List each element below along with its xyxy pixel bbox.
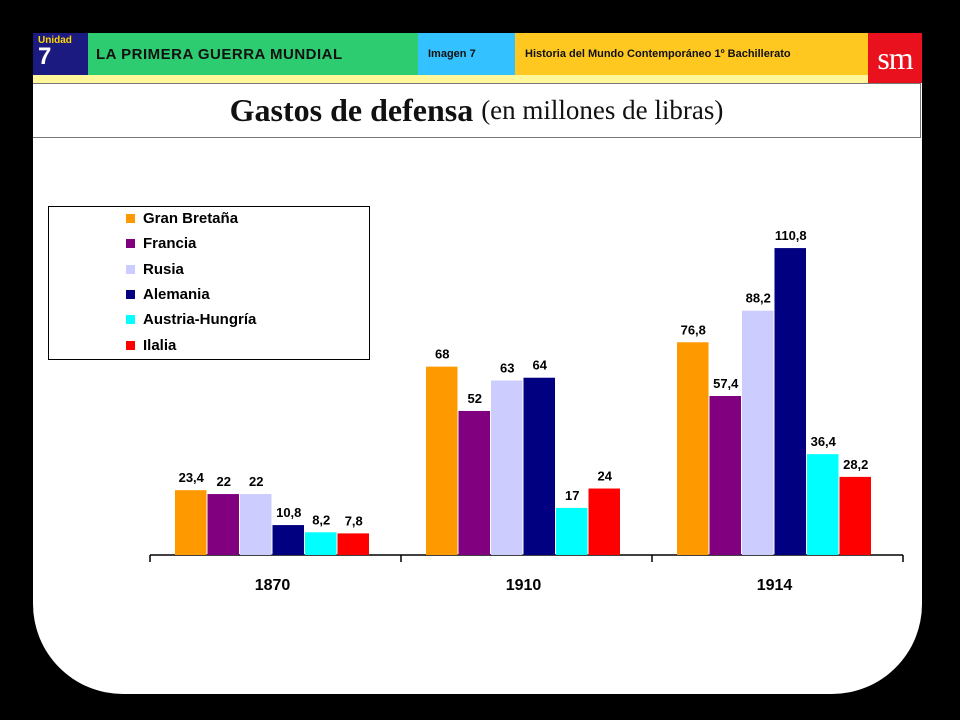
bar-chart: 23,4 22 22 10,8 8,2 7,8 1870 68 52 63 64 17 24 1910 76… bbox=[149, 228, 904, 594]
legend-item: Austria-Hungría bbox=[126, 311, 256, 328]
bar bbox=[523, 377, 555, 555]
data-label: 110,8 bbox=[775, 228, 807, 243]
legend-label: Austria-Hungría bbox=[143, 311, 257, 329]
category-label: 1870 bbox=[255, 577, 291, 594]
bar bbox=[305, 532, 337, 555]
data-label: 28,2 bbox=[843, 457, 868, 472]
bar bbox=[426, 366, 458, 555]
bar bbox=[175, 490, 207, 555]
legend-swatch bbox=[126, 340, 135, 350]
bar bbox=[742, 310, 774, 555]
data-label: 64 bbox=[533, 358, 548, 373]
data-label: 22 bbox=[217, 474, 231, 489]
bar bbox=[337, 533, 369, 555]
data-label: 23,4 bbox=[179, 470, 205, 485]
header-divider bbox=[33, 75, 868, 83]
data-label: 10,8 bbox=[276, 505, 301, 520]
legend-label: Alemania bbox=[143, 285, 210, 303]
image-label: Imagen 7 bbox=[418, 33, 515, 75]
bar bbox=[677, 342, 709, 555]
legend-item: Gran Bretaña bbox=[126, 210, 238, 227]
data-label: 24 bbox=[598, 469, 613, 484]
bar bbox=[458, 410, 490, 555]
legend-item: Francia bbox=[126, 235, 196, 252]
legend-swatch bbox=[126, 289, 135, 299]
legend-item: Ilalia bbox=[126, 337, 176, 354]
legend-label: Francia bbox=[143, 235, 197, 253]
data-label: 52 bbox=[468, 391, 482, 406]
chart-title: Gastos de defensa bbox=[229, 92, 474, 128]
category-label: 1910 bbox=[506, 577, 542, 594]
sm-logo: sm bbox=[868, 33, 922, 83]
data-label: 7,8 bbox=[345, 513, 363, 528]
data-label: 8,2 bbox=[312, 512, 330, 527]
unit-label: Unidad bbox=[38, 35, 72, 46]
bar bbox=[207, 494, 239, 555]
legend-label: Gran Bretaña bbox=[143, 210, 239, 227]
bar bbox=[839, 476, 871, 555]
legend-label: Ilalia bbox=[143, 336, 177, 354]
legend-swatch bbox=[126, 315, 135, 325]
data-label: 63 bbox=[500, 360, 514, 375]
data-label: 22 bbox=[249, 474, 263, 489]
chart-title-box: Gastos de defensa (en millones de libras… bbox=[33, 83, 921, 138]
bar bbox=[588, 488, 620, 555]
section-title: LA PRIMERA GUERRA MUNDIAL bbox=[88, 33, 418, 75]
bar bbox=[709, 396, 741, 555]
legend-item: Rusia bbox=[126, 261, 184, 278]
unit-number: 7 bbox=[38, 43, 52, 70]
legend-swatch bbox=[126, 214, 135, 223]
data-label: 57,4 bbox=[713, 376, 739, 391]
data-label: 68 bbox=[435, 347, 449, 362]
bar bbox=[240, 494, 272, 555]
data-label: 76,8 bbox=[681, 322, 706, 337]
bar bbox=[272, 525, 304, 555]
legend-swatch bbox=[126, 264, 135, 274]
bar bbox=[556, 507, 588, 555]
unit-badge: Unidad 7 bbox=[33, 33, 88, 75]
data-label: 17 bbox=[565, 488, 579, 503]
chart-subtitle: (en millones de libras) bbox=[481, 95, 724, 125]
slide: Unidad 7 LA PRIMERA GUERRA MUNDIAL Image… bbox=[33, 33, 922, 694]
bar bbox=[774, 248, 806, 556]
bar bbox=[807, 454, 839, 555]
data-label: 88,2 bbox=[746, 291, 771, 306]
legend: Gran Bretaña Francia Rusia Alemania Austria-… bbox=[48, 206, 370, 360]
bar bbox=[491, 380, 523, 555]
category-label: 1914 bbox=[757, 577, 793, 594]
data-label: 36,4 bbox=[811, 434, 837, 449]
legend-label: Rusia bbox=[143, 260, 184, 278]
course-label: Historia del Mundo Contemporáneo 1º Bach… bbox=[515, 33, 868, 75]
legend-swatch bbox=[126, 239, 135, 249]
legend-item: Alemania bbox=[126, 286, 210, 303]
